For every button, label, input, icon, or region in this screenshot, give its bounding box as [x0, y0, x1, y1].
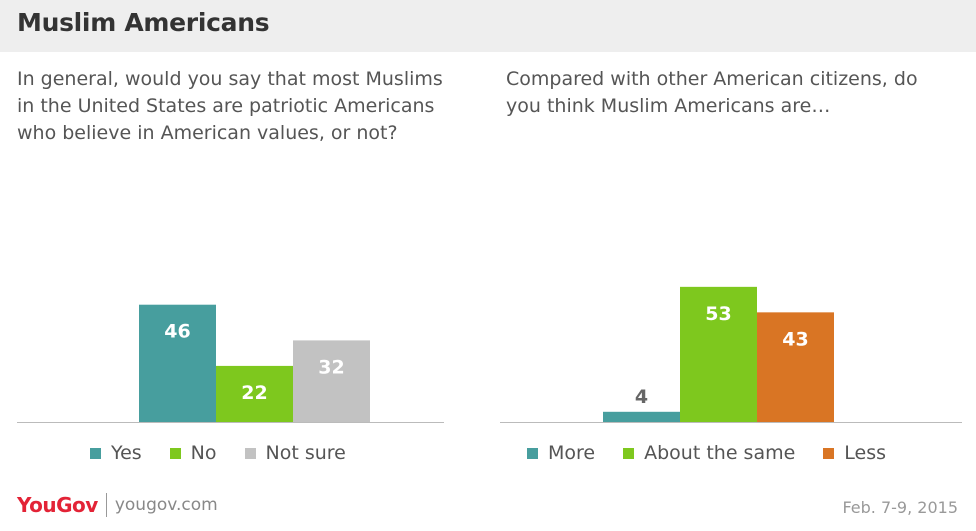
- chart-1-value-label: 22: [241, 382, 267, 404]
- chart-2-value-label: 53: [705, 303, 731, 325]
- legend-item: About the same: [623, 442, 795, 464]
- chart-1-bar-no: [216, 365, 293, 422]
- yougov-logo: YouGov: [17, 493, 98, 517]
- legend-swatch: [169, 447, 181, 459]
- logo-divider: [105, 493, 107, 517]
- legend-swatch: [623, 447, 635, 459]
- chart-2-bar-about-the-same: [680, 286, 757, 422]
- chart-2-legend: More About the same Less: [527, 442, 914, 464]
- chart-1-question: In general, would you say that most Musl…: [17, 68, 443, 144]
- footer-logo: YouGov yougov.com: [17, 493, 218, 517]
- legend-label: Yes: [111, 442, 142, 464]
- legend-swatch: [527, 447, 538, 459]
- legend-swatch: [244, 447, 256, 459]
- legend-swatch: [90, 447, 101, 459]
- legend-label: Not sure: [265, 442, 346, 464]
- legend-item: Not sure: [244, 442, 346, 464]
- chart-1-bar-not-sure: [293, 340, 370, 422]
- legend-item: Less: [823, 442, 886, 464]
- chart-1-bar-yes: [139, 304, 216, 422]
- legend-item: More: [527, 442, 595, 464]
- chart-1-legend: Yes No Not sure: [90, 442, 374, 464]
- chart-2-bar-more: [603, 411, 680, 422]
- legend-label: Less: [844, 442, 887, 464]
- chart-2-value-label: 43: [782, 328, 808, 350]
- legend-item: Yes: [90, 442, 142, 464]
- legend-label: More: [548, 442, 596, 464]
- chart-2-bar-less: [757, 312, 834, 422]
- site-link[interactable]: yougov.com: [114, 495, 218, 515]
- page-title: Muslim Americans: [17, 8, 270, 37]
- chart-1-value-label: 46: [164, 321, 190, 343]
- survey-date: Feb. 7-9, 2015: [842, 498, 958, 517]
- legend-item: No: [169, 442, 217, 464]
- legend-swatch: [823, 447, 835, 459]
- header-bar: Muslim Americans: [0, 0, 976, 52]
- legend-label: No: [190, 442, 217, 464]
- legend-label: About the same: [644, 442, 796, 464]
- chart-1-value-label: 32: [318, 356, 344, 378]
- chart-2-value-label: 4: [635, 386, 648, 408]
- chart-2-question: Compared with other American citizens, d…: [506, 68, 918, 117]
